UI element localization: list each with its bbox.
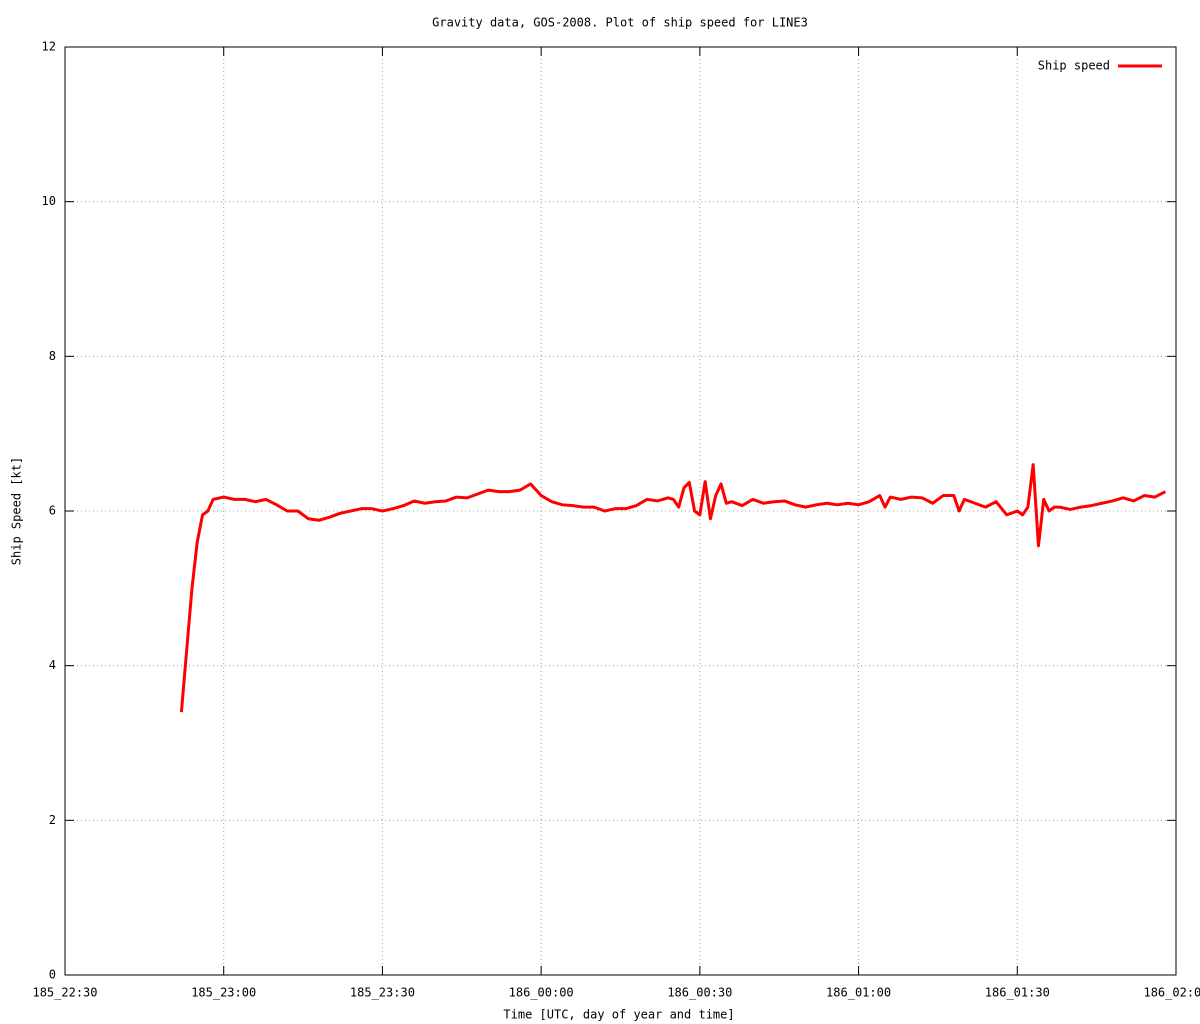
y-tick-label: 12 xyxy=(42,40,56,54)
x-tick-label: 186_01:00 xyxy=(826,986,891,1000)
x-tick-label: 186_02:00 xyxy=(1143,986,1200,1000)
x-tick-label: 185_23:00 xyxy=(191,986,256,1000)
y-tick-label: 2 xyxy=(49,813,56,827)
y-tick-label: 6 xyxy=(49,504,56,518)
y-tick-label: 4 xyxy=(49,658,56,672)
y-tick-label: 8 xyxy=(49,349,56,363)
y-axis-label: Ship Speed [kt] xyxy=(10,457,24,565)
x-tick-label: 185_23:30 xyxy=(350,986,415,1000)
x-axis-label: Time [UTC, day of year and time] xyxy=(503,1008,734,1022)
x-tick-label: 186_01:30 xyxy=(985,986,1050,1000)
legend-label: Ship speed xyxy=(1038,59,1110,73)
x-tick-label: 186_00:30 xyxy=(667,986,732,1000)
plot-frame xyxy=(64,46,1177,976)
x-tick-label: 185_22:30 xyxy=(32,986,97,1000)
data-line xyxy=(179,463,1167,713)
x-tick-label: 186_00:00 xyxy=(509,986,574,1000)
chart-title: Gravity data, GOS-2008. Plot of ship spe… xyxy=(432,16,808,30)
y-tick-label: 10 xyxy=(42,194,56,208)
y-tick-label: 0 xyxy=(49,968,56,982)
